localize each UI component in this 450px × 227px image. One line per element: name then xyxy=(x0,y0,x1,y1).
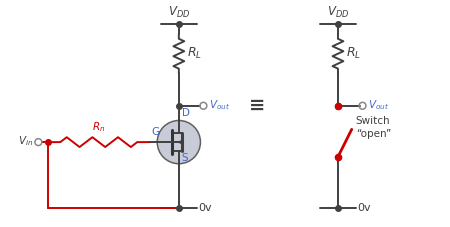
Text: Switch
“open”: Switch “open” xyxy=(356,116,391,138)
Text: $R_L$: $R_L$ xyxy=(346,46,361,61)
Text: D: D xyxy=(182,108,190,118)
Text: G: G xyxy=(151,127,159,137)
Text: $V_{out}$: $V_{out}$ xyxy=(209,98,230,112)
Text: $V_{out}$: $V_{out}$ xyxy=(369,98,390,112)
Text: S: S xyxy=(182,153,189,163)
Text: $V_{DD}$: $V_{DD}$ xyxy=(168,5,190,20)
Text: 0v: 0v xyxy=(198,203,212,213)
Text: $R_L$: $R_L$ xyxy=(187,46,202,61)
Circle shape xyxy=(157,121,200,164)
Text: $R_n$: $R_n$ xyxy=(92,121,105,134)
Text: $V_{DD}$: $V_{DD}$ xyxy=(327,5,349,20)
Text: 0v: 0v xyxy=(358,203,371,213)
Text: ≡: ≡ xyxy=(249,96,266,115)
Text: $V_{in}$: $V_{in}$ xyxy=(18,134,33,148)
